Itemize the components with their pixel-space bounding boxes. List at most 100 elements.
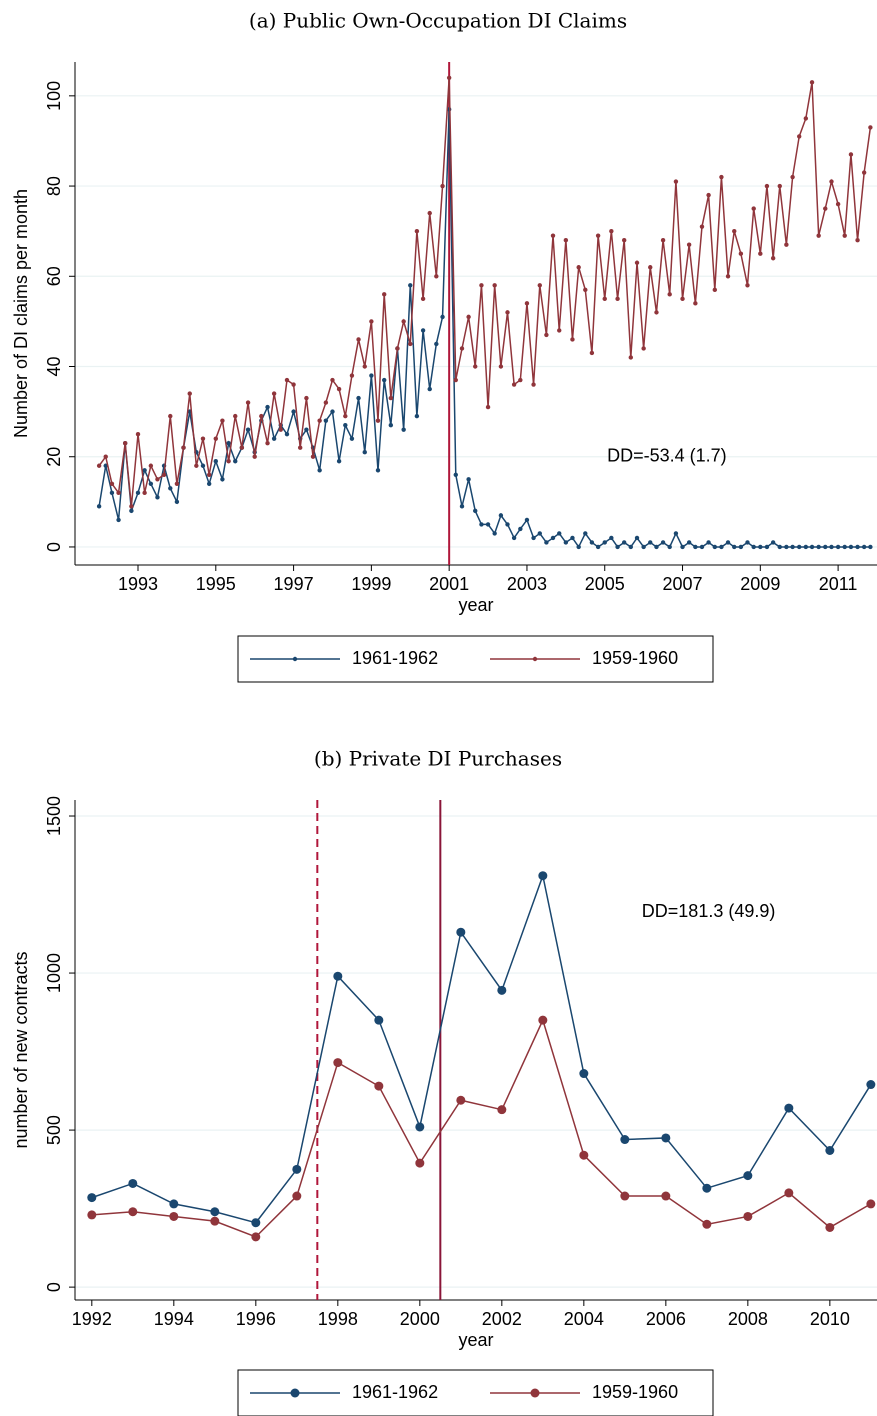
data-point: [511, 535, 517, 541]
data-point: [797, 134, 802, 139]
data-point: [252, 454, 257, 459]
data-point: [459, 346, 465, 351]
data-point: [265, 440, 270, 446]
data-point: [161, 472, 167, 477]
data-point: [743, 1171, 753, 1181]
data-point: [323, 400, 329, 405]
data-point: [641, 544, 646, 550]
data-point: [589, 350, 595, 356]
data-point: [109, 490, 115, 496]
data-point: [427, 210, 432, 216]
data-point: [563, 237, 569, 243]
data-point: [868, 125, 873, 130]
data-point: [200, 463, 206, 468]
data-point: [497, 1105, 507, 1115]
data-point: [336, 459, 342, 464]
data-point: [848, 152, 854, 157]
data-point: [641, 346, 646, 351]
data-point: [369, 319, 374, 324]
y-tick-label: 1000: [44, 953, 64, 993]
data-point: [479, 283, 484, 288]
series-line: [98, 109, 871, 549]
data-point: [620, 1191, 630, 1201]
data-point: [699, 544, 705, 550]
data-point: [271, 436, 277, 441]
data-point: [440, 314, 445, 320]
y-tick-label: 0: [44, 1282, 64, 1292]
data-point: [226, 440, 231, 446]
data-point: [842, 233, 847, 238]
data-point: [336, 386, 342, 392]
data-point: [245, 427, 251, 432]
y-tick-label: 20: [44, 447, 64, 467]
data-point: [570, 535, 575, 541]
data-point: [745, 283, 750, 288]
data-point: [719, 174, 724, 180]
data-point: [168, 486, 173, 491]
data-point: [628, 544, 633, 550]
data-point: [615, 544, 620, 550]
data-point: [103, 454, 108, 459]
data-point: [310, 454, 316, 459]
data-point: [349, 436, 355, 441]
data-point: [226, 459, 231, 464]
data-point: [382, 377, 387, 383]
data-point: [142, 490, 147, 496]
data-point: [135, 490, 141, 496]
data-point: [816, 233, 821, 238]
data-point: [816, 544, 821, 550]
data-point: [576, 265, 581, 270]
x-axis-title: year: [458, 1330, 493, 1350]
data-point: [538, 1015, 548, 1025]
data-point: [213, 436, 218, 441]
data-point: [620, 1135, 630, 1145]
data-point: [155, 495, 160, 500]
data-point: [693, 544, 698, 550]
data-point: [96, 463, 102, 468]
data-point: [128, 1178, 138, 1188]
x-tick-label: 1994: [154, 1309, 194, 1329]
data-point: [770, 256, 776, 261]
data-point: [784, 544, 789, 550]
data-point: [589, 540, 595, 545]
data-point: [492, 531, 497, 536]
data-point: [323, 418, 329, 423]
data-point: [784, 1103, 794, 1113]
x-tick-label: 1995: [196, 574, 236, 594]
data-point: [518, 526, 523, 532]
x-tick-label: 2000: [400, 1309, 440, 1329]
data-point: [706, 192, 711, 198]
data-point: [673, 179, 679, 184]
data-point: [866, 1080, 876, 1090]
data-point: [825, 1222, 835, 1232]
data-point: [579, 1150, 589, 1160]
data-point: [719, 544, 724, 550]
series-line: [98, 77, 872, 507]
data-point: [595, 544, 601, 550]
data-point: [725, 274, 731, 279]
data-point: [169, 1199, 179, 1209]
data-point: [479, 522, 484, 527]
data-point: [784, 242, 789, 247]
data-point: [220, 418, 225, 423]
x-tick-label: 2005: [585, 574, 625, 594]
data-point: [200, 436, 206, 441]
data-point: [524, 517, 530, 523]
y-tick-label: 0: [44, 542, 64, 552]
data-point: [648, 265, 653, 270]
data-point: [408, 341, 413, 347]
data-point: [563, 540, 569, 545]
data-point: [712, 544, 718, 550]
data-point: [595, 233, 601, 238]
data-point: [797, 544, 802, 550]
data-point: [420, 328, 426, 333]
data-point: [349, 373, 355, 378]
data-point: [537, 531, 542, 536]
data-point: [743, 1211, 753, 1221]
data-point: [420, 296, 426, 302]
data-point: [213, 459, 218, 464]
data-point: [485, 404, 491, 410]
data-point: [142, 468, 147, 473]
chart-title: (b) Private DI Purchases: [314, 747, 562, 771]
data-point: [531, 535, 536, 541]
